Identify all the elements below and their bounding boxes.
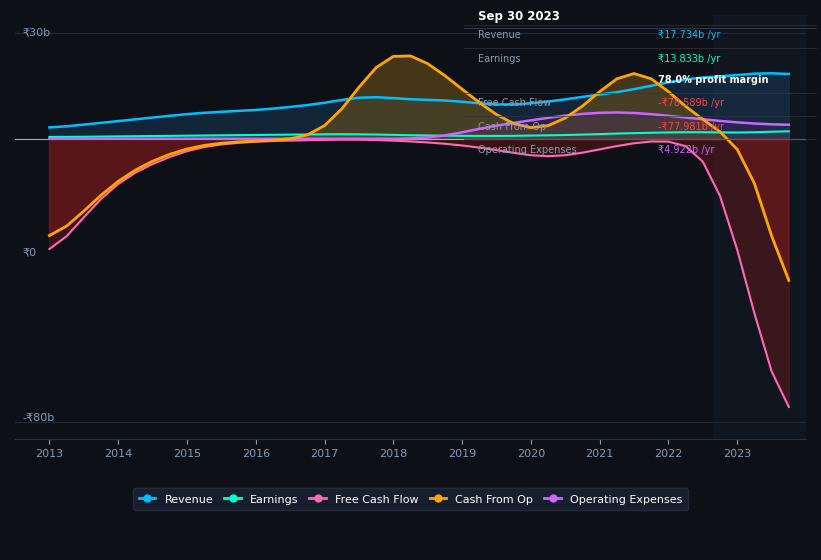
- Text: Earnings: Earnings: [478, 54, 521, 64]
- Text: ₹4.922b /yr: ₹4.922b /yr: [658, 145, 714, 155]
- Text: Cash From Op: Cash From Op: [478, 122, 546, 132]
- Text: -₹78.589b /yr: -₹78.589b /yr: [658, 99, 724, 109]
- Text: 78.0% profit margin: 78.0% profit margin: [658, 75, 768, 85]
- Text: Operating Expenses: Operating Expenses: [478, 145, 576, 155]
- Text: -₹80b: -₹80b: [23, 412, 55, 422]
- Legend: Revenue, Earnings, Free Cash Flow, Cash From Op, Operating Expenses: Revenue, Earnings, Free Cash Flow, Cash …: [133, 488, 688, 510]
- Text: ₹13.833b /yr: ₹13.833b /yr: [658, 54, 720, 64]
- Text: Sep 30 2023: Sep 30 2023: [478, 10, 560, 24]
- Text: Free Cash Flow: Free Cash Flow: [478, 99, 551, 109]
- Text: -₹77.981b /yr: -₹77.981b /yr: [658, 122, 724, 132]
- Bar: [713, 15, 806, 440]
- Text: ₹17.734b /yr: ₹17.734b /yr: [658, 30, 721, 40]
- Text: ₹30b: ₹30b: [23, 28, 51, 38]
- Text: Revenue: Revenue: [478, 30, 521, 40]
- Text: ₹0: ₹0: [23, 248, 37, 258]
